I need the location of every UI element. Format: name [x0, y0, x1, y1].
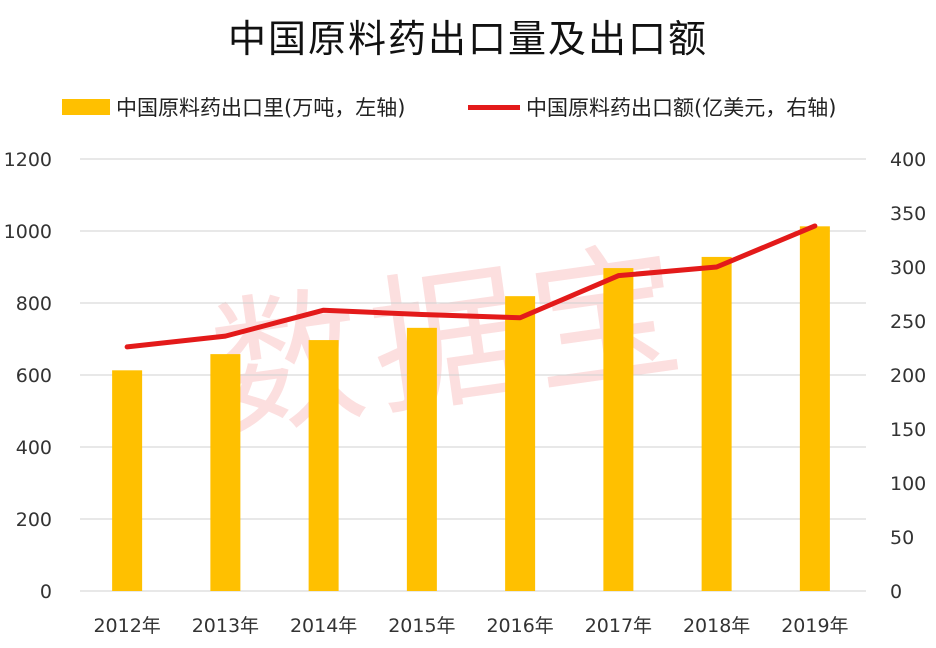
legend-label-volume: 中国原料药出口里(万吨，左轴)	[116, 96, 406, 120]
right-tick-label: 150	[890, 419, 926, 441]
x-tick-label: 2014年	[290, 615, 357, 637]
left-tick-label: 800	[16, 293, 52, 315]
bar	[799, 226, 830, 591]
value-line	[124, 223, 818, 350]
x-tick-label: 2017年	[585, 615, 652, 637]
right-tick-label: 350	[890, 203, 926, 225]
legend-label-value: 中国原料药出口额(亿美元，右轴)	[526, 96, 837, 120]
right-tick-label: 100	[890, 473, 926, 495]
left-tick-label: 200	[16, 509, 52, 531]
bar	[505, 296, 536, 591]
legend-swatch-line	[468, 104, 520, 110]
right-tick-label: 50	[890, 527, 914, 549]
x-tick-label: 2012年	[93, 615, 160, 637]
chart-title: 中国原料药出口量及出口额	[227, 17, 708, 61]
right-tick-label: 200	[890, 365, 926, 387]
bar	[210, 354, 241, 591]
left-tick-label: 1000	[4, 221, 52, 243]
right-tick-label: 300	[890, 257, 926, 279]
x-tick-label: 2019年	[781, 615, 848, 637]
legend-item-volume: 中国原料药出口里(万吨，左轴)	[62, 92, 405, 122]
right-tick-label: 0	[890, 581, 902, 603]
bar	[308, 340, 339, 591]
right-tick-label: 250	[890, 311, 926, 333]
legend-swatch-bar	[62, 99, 110, 115]
left-tick-label: 400	[16, 437, 52, 459]
legend-item-value: 中国原料药出口额(亿美元，右轴)	[468, 92, 836, 122]
left-tick-label: 1200	[4, 149, 52, 171]
x-tick-label: 2013年	[192, 615, 259, 637]
bar	[701, 256, 732, 591]
left-tick-label: 600	[16, 365, 52, 387]
bar	[112, 370, 143, 591]
bar	[603, 268, 634, 591]
x-tick-label: 2015年	[388, 615, 455, 637]
x-tick-label: 2018年	[683, 615, 750, 637]
bar	[406, 327, 437, 591]
left-tick-label: 0	[40, 581, 52, 603]
x-tick-label: 2016年	[486, 615, 553, 637]
right-tick-label: 400	[890, 149, 926, 171]
